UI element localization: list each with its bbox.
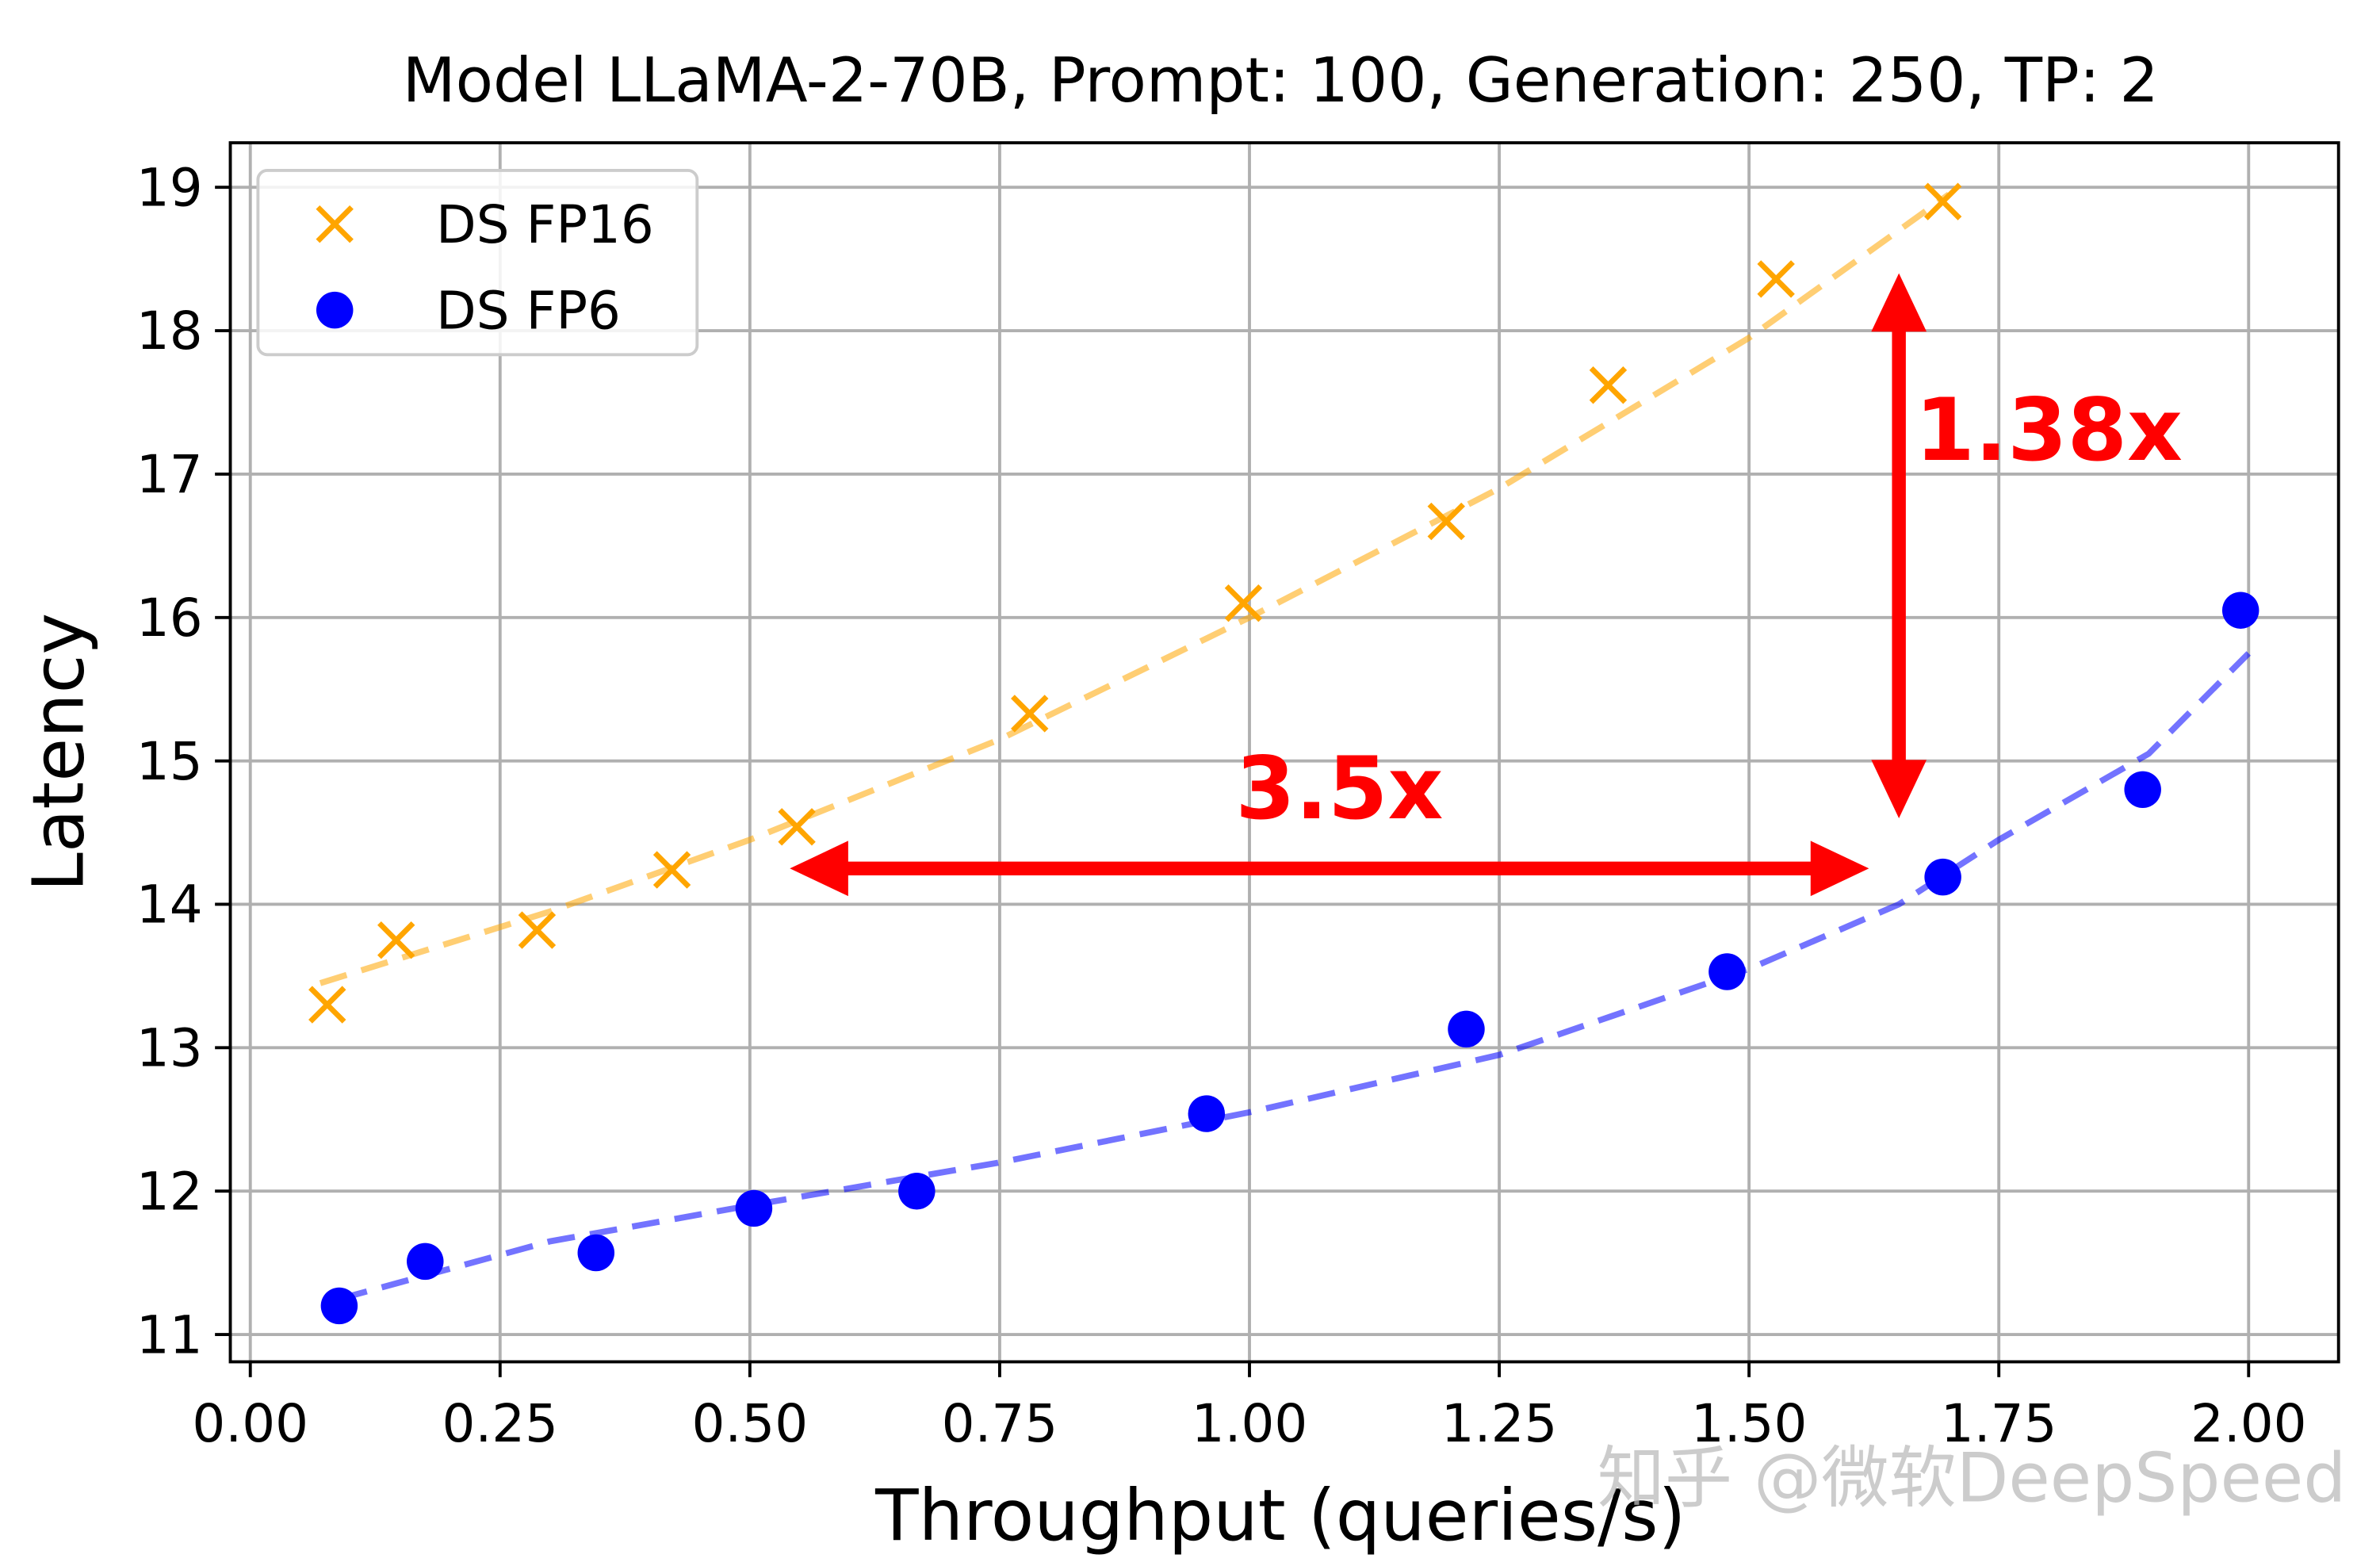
data-point <box>1708 953 1746 990</box>
y-tick-label: 15 <box>136 731 203 792</box>
x-tick-label: 1.25 <box>1441 1393 1558 1454</box>
arrow-head-right <box>1810 840 1869 897</box>
x-axis-label: Throughput (queries/s) <box>874 1475 1686 1557</box>
annotation-label: 3.5x <box>1235 738 1443 839</box>
x-tick-label: 0.50 <box>692 1393 809 1454</box>
legend-label: DS FP16 <box>436 194 654 255</box>
legend-label: DS FP6 <box>436 280 621 341</box>
y-axis-label: Latency <box>18 613 101 892</box>
watermark: 知乎 @微软DeepSpeed <box>1598 1440 2347 1518</box>
x-tick-label: 0.25 <box>442 1393 558 1454</box>
legend-marker <box>316 205 354 243</box>
annotations: 3.5x 1.38x <box>790 273 2183 897</box>
x-tick-label: 1.75 <box>1941 1393 2057 1454</box>
data-point <box>577 1234 615 1272</box>
x-marker-stroke <box>1224 584 1263 622</box>
legend-marker <box>316 291 354 329</box>
y-tick-label: 18 <box>136 301 203 362</box>
data-points <box>308 182 2259 1325</box>
data-point <box>377 921 415 959</box>
y-tick-label: 12 <box>136 1161 203 1222</box>
data-point <box>1448 1010 1485 1048</box>
data-point <box>898 1173 936 1210</box>
legend: DS FP16 DS FP6 <box>256 168 699 357</box>
data-point <box>1923 182 1962 220</box>
arrow-head-down <box>1871 760 1927 818</box>
x-marker-stroke <box>1757 260 1795 298</box>
data-point <box>735 1189 773 1227</box>
x-marker-stroke <box>1589 366 1628 404</box>
legend-box <box>256 168 699 357</box>
x-tick-label: 0.00 <box>192 1393 308 1454</box>
data-point <box>1757 260 1795 298</box>
data-point <box>1011 695 1049 733</box>
data-point <box>320 1287 358 1325</box>
y-tick-label: 17 <box>136 444 203 505</box>
x-marker-stroke <box>778 808 816 846</box>
data-point <box>518 911 557 949</box>
ticks: 0.00 0.25 0.50 0.75 1.00 1.25 1.50 1.75 2.00 11 12… <box>136 157 2307 1454</box>
data-point <box>2124 771 2161 809</box>
x-marker-stroke <box>308 986 346 1024</box>
x-marker-stroke <box>316 205 354 243</box>
plot-frame <box>228 141 2340 1364</box>
x-tick-label: 1.00 <box>1192 1393 1308 1454</box>
x-marker-stroke <box>1427 502 1465 541</box>
x-marker-stroke <box>652 851 691 889</box>
data-point <box>1427 502 1465 541</box>
y-tick-label: 19 <box>136 157 203 218</box>
y-tick-label: 13 <box>136 1018 203 1079</box>
data-point <box>778 808 816 846</box>
chart-title: Model LLaMA-2-70B, Prompt: 100, Generati… <box>403 45 2159 117</box>
x-tick-label: 1.50 <box>1691 1393 1808 1454</box>
fit-line-1 <box>339 651 2252 1302</box>
x-marker-stroke <box>1011 695 1049 733</box>
data-point <box>652 851 691 889</box>
y-tick-label: 16 <box>136 588 203 649</box>
x-marker-stroke <box>518 911 557 949</box>
data-point <box>308 986 346 1024</box>
data-point <box>407 1242 444 1281</box>
y-tick-label: 11 <box>136 1304 203 1365</box>
annotation-label: 1.38x <box>1915 380 2183 481</box>
fit-line-0 <box>319 192 1951 986</box>
arrow-head-left <box>790 840 848 897</box>
x-tick-label: 2.00 <box>2191 1393 2307 1454</box>
x-tick-label: 0.75 <box>942 1393 1058 1454</box>
data-point <box>1924 858 1961 896</box>
data-point <box>1589 366 1628 404</box>
arrow-head-up <box>1871 273 1927 332</box>
data-point <box>2221 592 2259 629</box>
x-marker-stroke <box>1923 182 1962 220</box>
fit-lines <box>319 192 2252 1302</box>
data-point <box>1188 1095 1226 1132</box>
x-marker-stroke <box>377 921 415 959</box>
data-point <box>1224 584 1263 622</box>
grid <box>230 143 2339 1362</box>
y-tick-label: 14 <box>136 875 203 936</box>
